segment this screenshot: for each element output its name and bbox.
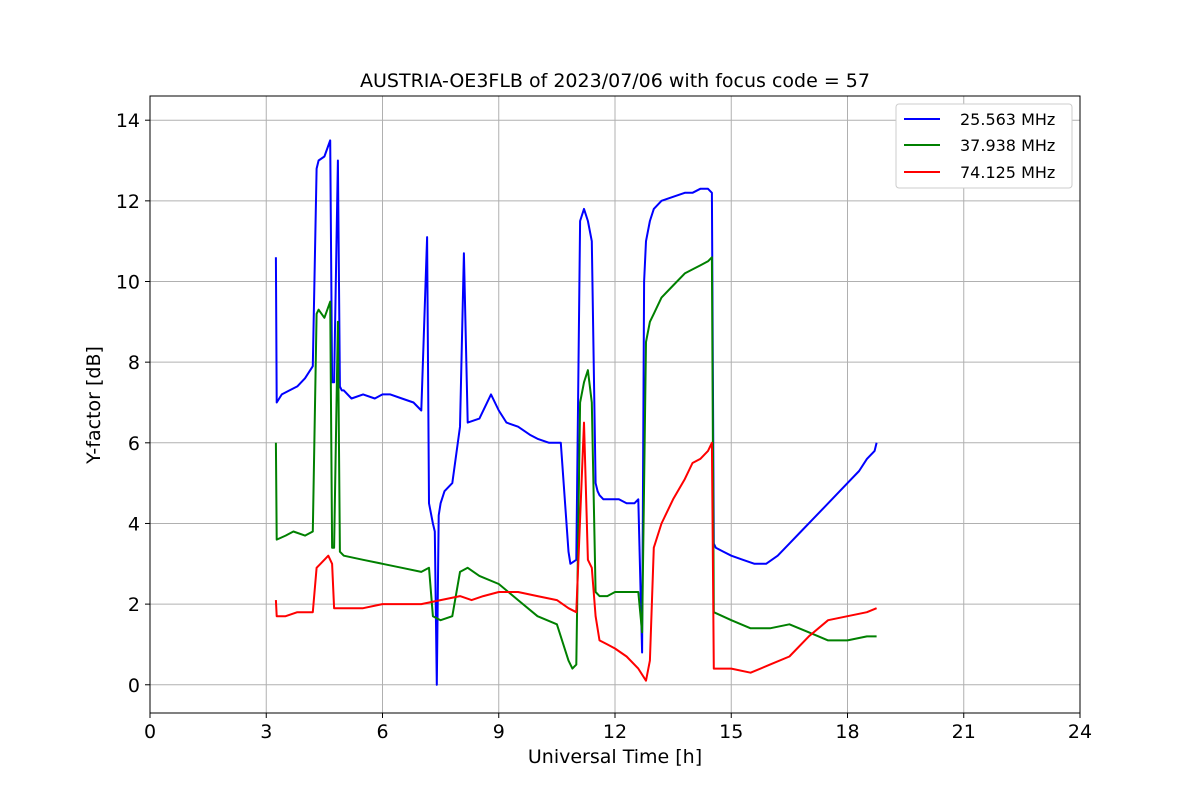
series-layer	[274, 139, 878, 686]
y-tick-label-4: 8	[128, 352, 140, 374]
y-axis-label: Y-factor [dB]	[83, 346, 105, 465]
x-tick-label-8: 24	[1068, 721, 1092, 743]
x-tick-label-0: 0	[144, 721, 156, 743]
x-axis-label: Universal Time [h]	[528, 746, 702, 768]
legend-box	[895, 103, 1073, 189]
x-tick-label-7: 21	[952, 721, 976, 743]
legend-label-2: 74.125 MHz	[960, 163, 1055, 182]
y-tick-label-5: 10	[116, 272, 140, 294]
legend-label-0: 25.563 MHz	[960, 110, 1055, 129]
x-tick-label-1: 3	[260, 721, 272, 743]
x-tick-label-6: 18	[835, 721, 859, 743]
x-tick-label-5: 15	[719, 721, 743, 743]
series-line-1	[274, 256, 877, 670]
series-line-0	[274, 139, 878, 686]
series-line-2	[274, 421, 877, 682]
legend-label-1: 37.938 MHz	[960, 136, 1055, 155]
y-axis: 0 2 4 6 8 10 12 14	[116, 110, 150, 697]
y-tick-label-1: 2	[128, 594, 140, 616]
legend: 25.563 MHz 37.938 MHz 74.125 MHz	[895, 103, 1073, 189]
x-tick-label-2: 6	[376, 721, 388, 743]
y-tick-label-6: 12	[116, 191, 140, 213]
y-tick-label-7: 14	[116, 110, 140, 132]
y-tick-label-0: 0	[128, 675, 140, 697]
y-tick-label-2: 4	[128, 513, 140, 535]
y-tick-label-3: 6	[128, 433, 140, 455]
chart-title: AUSTRIA-OE3FLB of 2023/07/06 with focus …	[360, 70, 870, 92]
x-tick-label-3: 9	[493, 721, 505, 743]
x-tick-label-4: 12	[603, 721, 627, 743]
x-axis: 0 3 6 9 12 15 18 21 24	[144, 713, 1092, 743]
